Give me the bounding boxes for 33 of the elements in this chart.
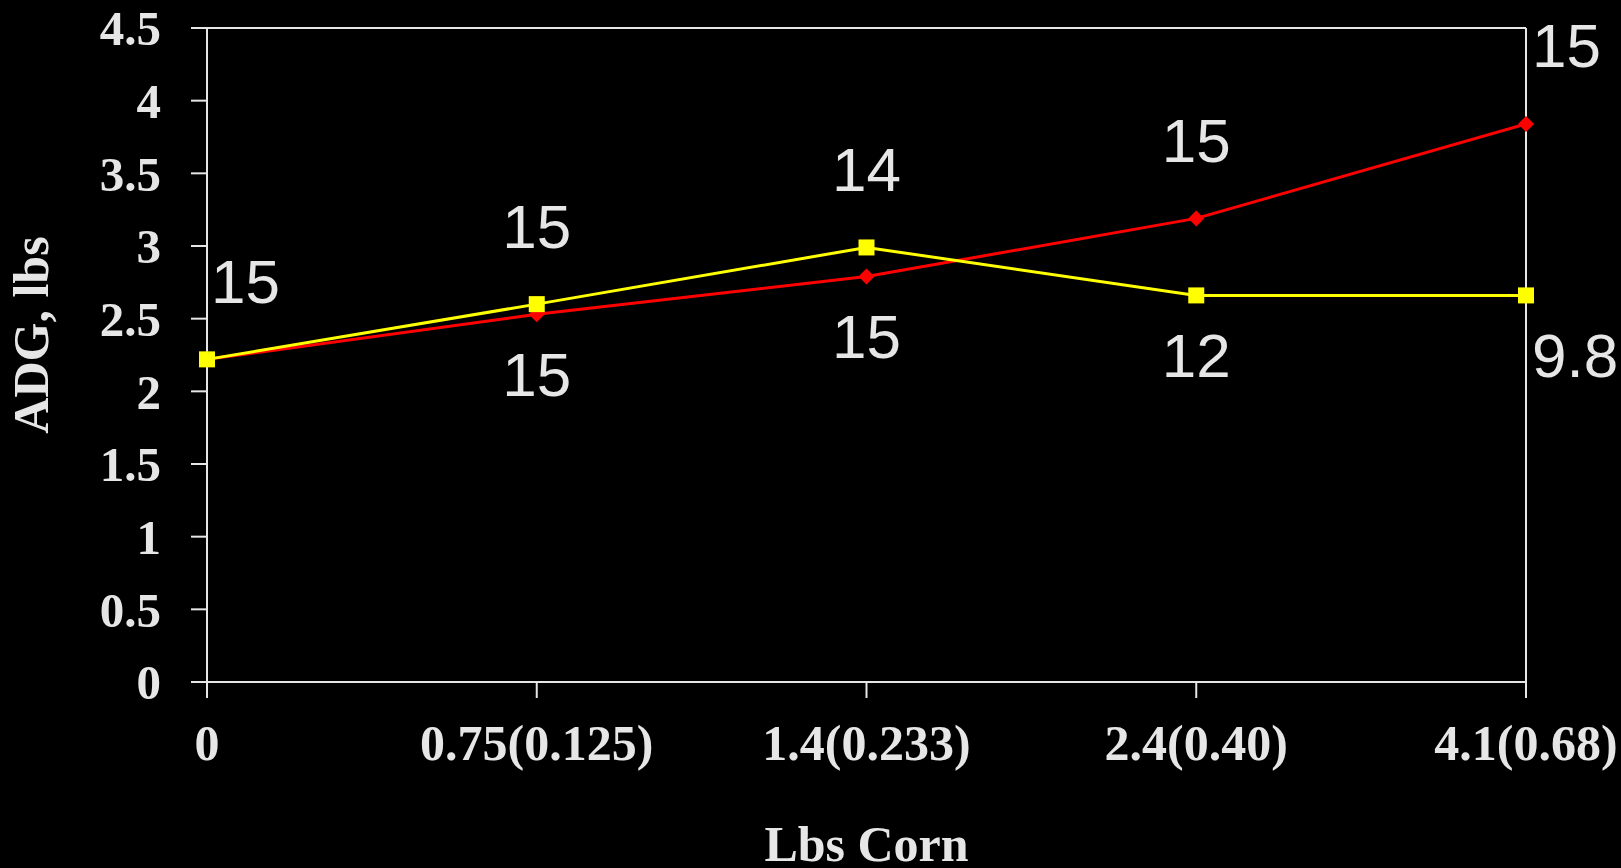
point <box>1518 287 1534 304</box>
x-tick-label: 0.75(0.125) <box>420 714 654 771</box>
annotation: 14 <box>832 134 901 204</box>
point <box>1518 115 1534 132</box>
y-tick-label: 0.5 <box>99 582 161 638</box>
y-tick-label: 4.5 <box>99 1 161 57</box>
y-tick-label: 2.5 <box>99 292 161 348</box>
annotation: 15 <box>502 339 572 409</box>
point <box>1188 210 1205 227</box>
x-axis-title: Lbs Corn <box>764 816 969 868</box>
y-tick-label: 3.5 <box>99 146 161 202</box>
annotation: 9.8 <box>1532 320 1619 390</box>
y-axis-title: ADG, lbs <box>3 236 59 434</box>
x-tick-label: 4.1(0.68) <box>1434 714 1618 771</box>
x-tick-label: 2.4(0.40) <box>1104 714 1288 771</box>
annotation: 15 <box>1161 105 1231 175</box>
y-tick-label: 1.5 <box>99 437 161 493</box>
annotation: 15 <box>832 302 901 372</box>
y-tick-label: 1 <box>136 510 161 566</box>
annotation: 15 <box>211 246 280 316</box>
annotation: 15 <box>1532 11 1601 81</box>
y-tick-label: 3 <box>136 219 161 275</box>
y-tick-label: 4 <box>136 74 161 130</box>
y-tick-label: 2 <box>136 364 161 420</box>
x-tick-label: 1.4(0.233) <box>762 714 971 771</box>
point <box>858 239 875 256</box>
point <box>858 268 875 285</box>
point <box>1188 287 1205 304</box>
x-tick-label: 0 <box>194 714 220 771</box>
y-tick-label: 0 <box>136 655 161 711</box>
point <box>528 296 545 313</box>
annotation: 12 <box>1161 320 1231 390</box>
annotation: 15 <box>502 191 572 261</box>
